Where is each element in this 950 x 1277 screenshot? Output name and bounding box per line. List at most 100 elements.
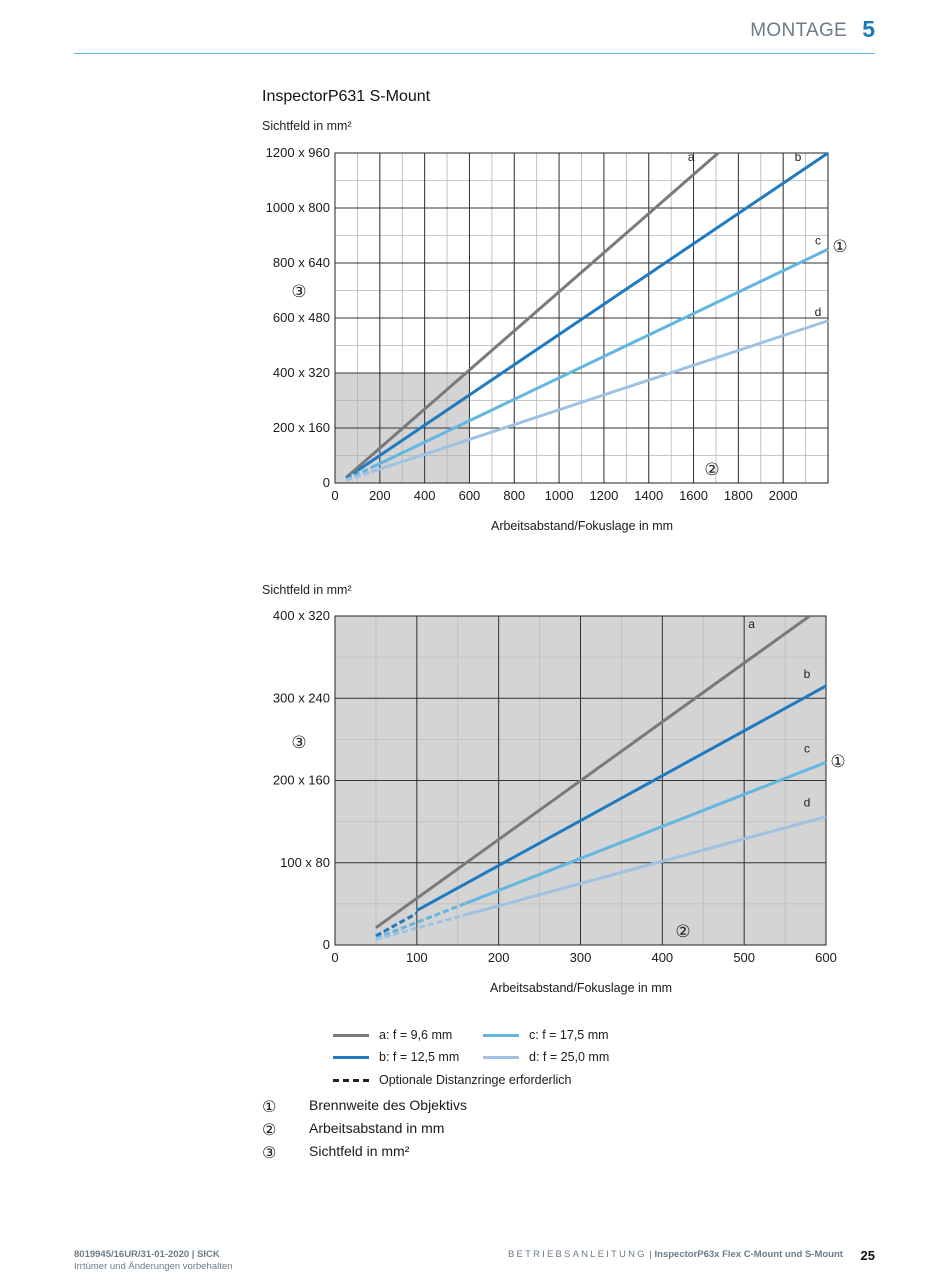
series-label-d: d — [815, 305, 822, 319]
chart2-ylabel: Sichtfeld in mm² — [262, 583, 352, 597]
note-2-text: Arbeitsabstand in mm — [309, 1120, 445, 1136]
callout-2: ② — [675, 922, 690, 941]
series-d — [345, 319, 829, 482]
x-axis-title: Arbeitsabstand/Fokuslage in mm — [491, 519, 673, 533]
y-tick-label: 0 — [323, 937, 330, 952]
series-d-line — [465, 815, 827, 917]
x-tick-label: 600 — [815, 950, 837, 965]
y-tick-label: 1200 x 960 — [266, 145, 330, 160]
section-number: 5 — [862, 16, 875, 42]
legend-swatch-b — [333, 1055, 369, 1059]
x-tick-label: 0 — [331, 950, 338, 965]
note-3-number: ③ — [262, 1145, 277, 1162]
series-label-a: a — [688, 150, 695, 164]
note-2-number: ② — [262, 1122, 277, 1139]
x-tick-label: 200 — [488, 950, 510, 965]
legend-item-dashed: Optionale Distanzringe erforderlich — [333, 1073, 571, 1087]
footer-doc-id: 8019945/16UR/31-01-2020 | SICK — [74, 1249, 220, 1260]
x-tick-label: 1400 — [634, 488, 663, 503]
callout-1: ① — [832, 237, 847, 256]
callout-3: ③ — [291, 282, 306, 301]
y-tick-label: 0 — [323, 475, 330, 490]
legend-item-a: a: f = 9,6 mm — [333, 1028, 452, 1042]
note-1-text: Brennweite des Objektivs — [309, 1097, 467, 1113]
series-d-dashed — [345, 470, 372, 482]
y-tick-label: 400 x 320 — [273, 608, 330, 623]
chart-2-small-range: 0 100 200 300 400 500 600 0 100 x 80 200 x 160 300… — [273, 608, 846, 995]
series-b-line — [416, 684, 827, 912]
y-tick-label: 200 x 160 — [273, 773, 330, 788]
x-tick-label: 400 — [651, 950, 673, 965]
y-tick-label: 600 x 480 — [273, 310, 330, 325]
callout-2: ② — [704, 460, 719, 479]
x-tick-label: 100 — [406, 950, 428, 965]
legend-item-d: d: f = 25,0 mm — [483, 1050, 609, 1064]
section-title: MONTAGE — [750, 20, 847, 41]
note-3-text: Sichtfeld in mm² — [309, 1143, 410, 1159]
x-tick-label: 2000 — [769, 488, 798, 503]
plot-frame — [334, 152, 829, 484]
document-title: InspectorP631 S-Mount — [262, 88, 431, 105]
legend-item-c: c: f = 17,5 mm — [483, 1028, 609, 1042]
chart-1-large-range: 0 200 400 600 800 1000 1200 1400 1600 1800 2000 0 20… — [266, 145, 848, 533]
series-b — [375, 684, 827, 938]
page-header: MONTAGE 5 — [74, 14, 875, 54]
plot-frame — [334, 615, 827, 946]
x-tick-label: 600 — [459, 488, 481, 503]
series-a-line — [375, 614, 811, 929]
legend-label-c: c: f = 17,5 mm — [529, 1028, 609, 1042]
x-tick-label: 1600 — [679, 488, 708, 503]
y-tick-label: 200 x 160 — [273, 420, 330, 435]
y-tick-label: 100 x 80 — [280, 855, 330, 870]
footer-center: BETRIEBSANLEITUNG | InspectorP63x Flex C… — [508, 1249, 843, 1260]
series-c-dashed — [375, 901, 467, 940]
legend-swatch-dashed — [333, 1078, 369, 1082]
series-d-line — [370, 319, 829, 474]
x-tick-label: 400 — [414, 488, 436, 503]
x-tick-label: 1000 — [545, 488, 574, 503]
series-d — [375, 815, 827, 941]
legend-label-a: a: f = 9,6 mm — [379, 1028, 453, 1042]
footer-disclaimer: Irrtümer und Änderungen vorbehalten — [74, 1261, 233, 1272]
footer-separator: | — [646, 1249, 655, 1260]
x-tick-label: 1200 — [589, 488, 618, 503]
legend-item-b: b: f = 12,5 mm — [333, 1050, 459, 1064]
legend-label-b: b: f = 12,5 mm — [379, 1050, 460, 1064]
series-b-dashed — [375, 911, 418, 938]
callout-1: ① — [830, 752, 845, 771]
y-tick-label: 800 x 640 — [273, 255, 330, 270]
footer-manual-type: BETRIEBSANLEITUNG — [508, 1249, 647, 1260]
series-label-b: b — [795, 150, 802, 164]
legend-label-dashed: Optionale Distanzringe erforderlich — [379, 1073, 572, 1087]
x-axis-title: Arbeitsabstand/Fokuslage in mm — [490, 981, 672, 995]
series-label-c: c — [804, 741, 810, 755]
y-tick-label: 300 x 240 — [273, 690, 330, 705]
series-c-line — [370, 247, 829, 470]
y-tick-label: 1000 x 800 — [266, 200, 330, 215]
footer-product: InspectorP63x Flex C-Mount und S-Mount — [654, 1249, 843, 1260]
series-label-b: b — [804, 667, 811, 681]
series-a — [375, 614, 811, 929]
callout-3: ③ — [291, 733, 306, 752]
chart1-ylabel: Sichtfeld in mm² — [262, 119, 352, 133]
x-tick-label: 800 — [503, 488, 525, 503]
x-tick-label: 0 — [331, 488, 338, 503]
y-tick-label: 400 x 320 — [273, 365, 330, 380]
page-number: 25 — [860, 1248, 875, 1263]
note-1-number: ① — [262, 1099, 277, 1116]
series-d-dashed — [375, 913, 467, 941]
legend-label-d: d: f = 25,0 mm — [529, 1050, 610, 1064]
legend-swatch-d — [483, 1055, 519, 1059]
series-a-line — [345, 151, 720, 479]
x-tick-label: 300 — [570, 950, 592, 965]
series-c — [375, 761, 827, 940]
series-c-line — [465, 761, 827, 905]
footer-left: 8019945/16UR/31-01-2020 | SICK Irrtümer … — [74, 1249, 232, 1273]
x-tick-label: 200 — [369, 488, 391, 503]
series-label-d: d — [804, 796, 811, 810]
x-tick-label: 500 — [733, 950, 755, 965]
legend-swatch-c — [483, 1033, 519, 1037]
series-label-a: a — [748, 617, 755, 631]
x-tick-label: 1800 — [724, 488, 753, 503]
series-label-c: c — [815, 233, 821, 247]
